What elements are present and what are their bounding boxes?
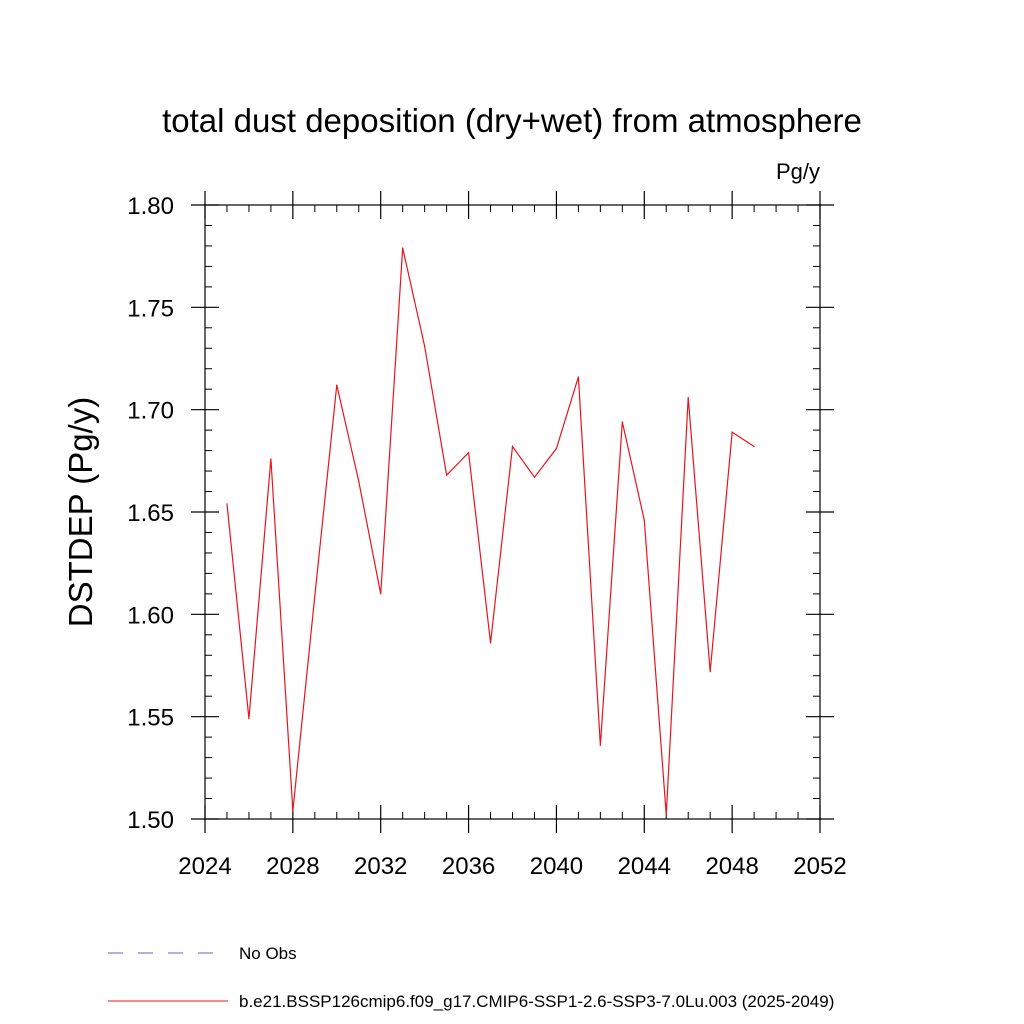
data-point [643, 519, 645, 521]
minor-ticks [205, 205, 820, 819]
data-point [402, 247, 404, 249]
data-point [687, 396, 689, 398]
y-axis-label: DSTDEP (Pg/y) [62, 397, 99, 627]
data-point [731, 431, 733, 433]
x-tick-label: 2048 [705, 853, 758, 880]
data-point [533, 476, 536, 478]
x-tick-label: 2024 [178, 853, 231, 880]
data-point [621, 421, 623, 423]
y-tick-label: 1.75 [127, 295, 174, 322]
data-point [446, 474, 448, 476]
x-tick-label: 2044 [618, 853, 671, 880]
data-point [709, 671, 711, 673]
y-tick-label: 1.80 [127, 193, 174, 220]
x-tick-label: 2040 [530, 853, 583, 880]
units-label: Pg/y [776, 159, 820, 184]
x-tick-label: 2028 [266, 853, 319, 880]
legend-label-model-run: b.e21.BSSP126cmip6.f09_g17.CMIP6-SSP1-2.… [239, 992, 834, 1011]
data-point [248, 718, 250, 720]
data-point [424, 345, 426, 347]
data-point [380, 593, 382, 595]
y-tick-labels: 1.50 1.55 1.60 1.65 1.70 1.75 1.80 [127, 193, 174, 834]
plot-frame [204, 204, 821, 820]
data-point [292, 810, 294, 812]
series-line [226, 247, 755, 815]
data-point [336, 384, 338, 386]
x-tick-labels: 2024 2028 2032 2036 2040 2044 2048 2052 [178, 853, 846, 880]
y-tick-label: 1.60 [127, 602, 174, 629]
y-tick-label: 1.65 [127, 500, 174, 527]
x-tick-label: 2032 [354, 853, 407, 880]
data-point [489, 642, 492, 644]
y-tick-label: 1.55 [127, 705, 174, 732]
data-point [467, 452, 470, 454]
legend-label-no-obs: No Obs [239, 944, 297, 963]
chart-title: total dust deposition (dry+wet) from atm… [162, 102, 862, 139]
x-tick-label: 2052 [793, 853, 846, 880]
legend: No Obs b.e21.BSSP126cmip6.f09_g17.CMIP6-… [108, 944, 834, 1011]
y-tick-label: 1.50 [127, 807, 174, 834]
data-point [753, 445, 755, 448]
data-point [314, 595, 316, 597]
data-point [599, 744, 601, 746]
series-group [226, 247, 755, 816]
x-tick-label: 2036 [442, 853, 495, 880]
data-point [511, 445, 514, 448]
data-point [665, 814, 667, 816]
data-point [226, 503, 228, 505]
y-tick-label: 1.70 [127, 398, 174, 425]
data-point [270, 458, 272, 460]
data-point [577, 376, 579, 378]
data-point [555, 447, 558, 450]
major-ticks [191, 191, 834, 833]
data-point [358, 480, 360, 482]
